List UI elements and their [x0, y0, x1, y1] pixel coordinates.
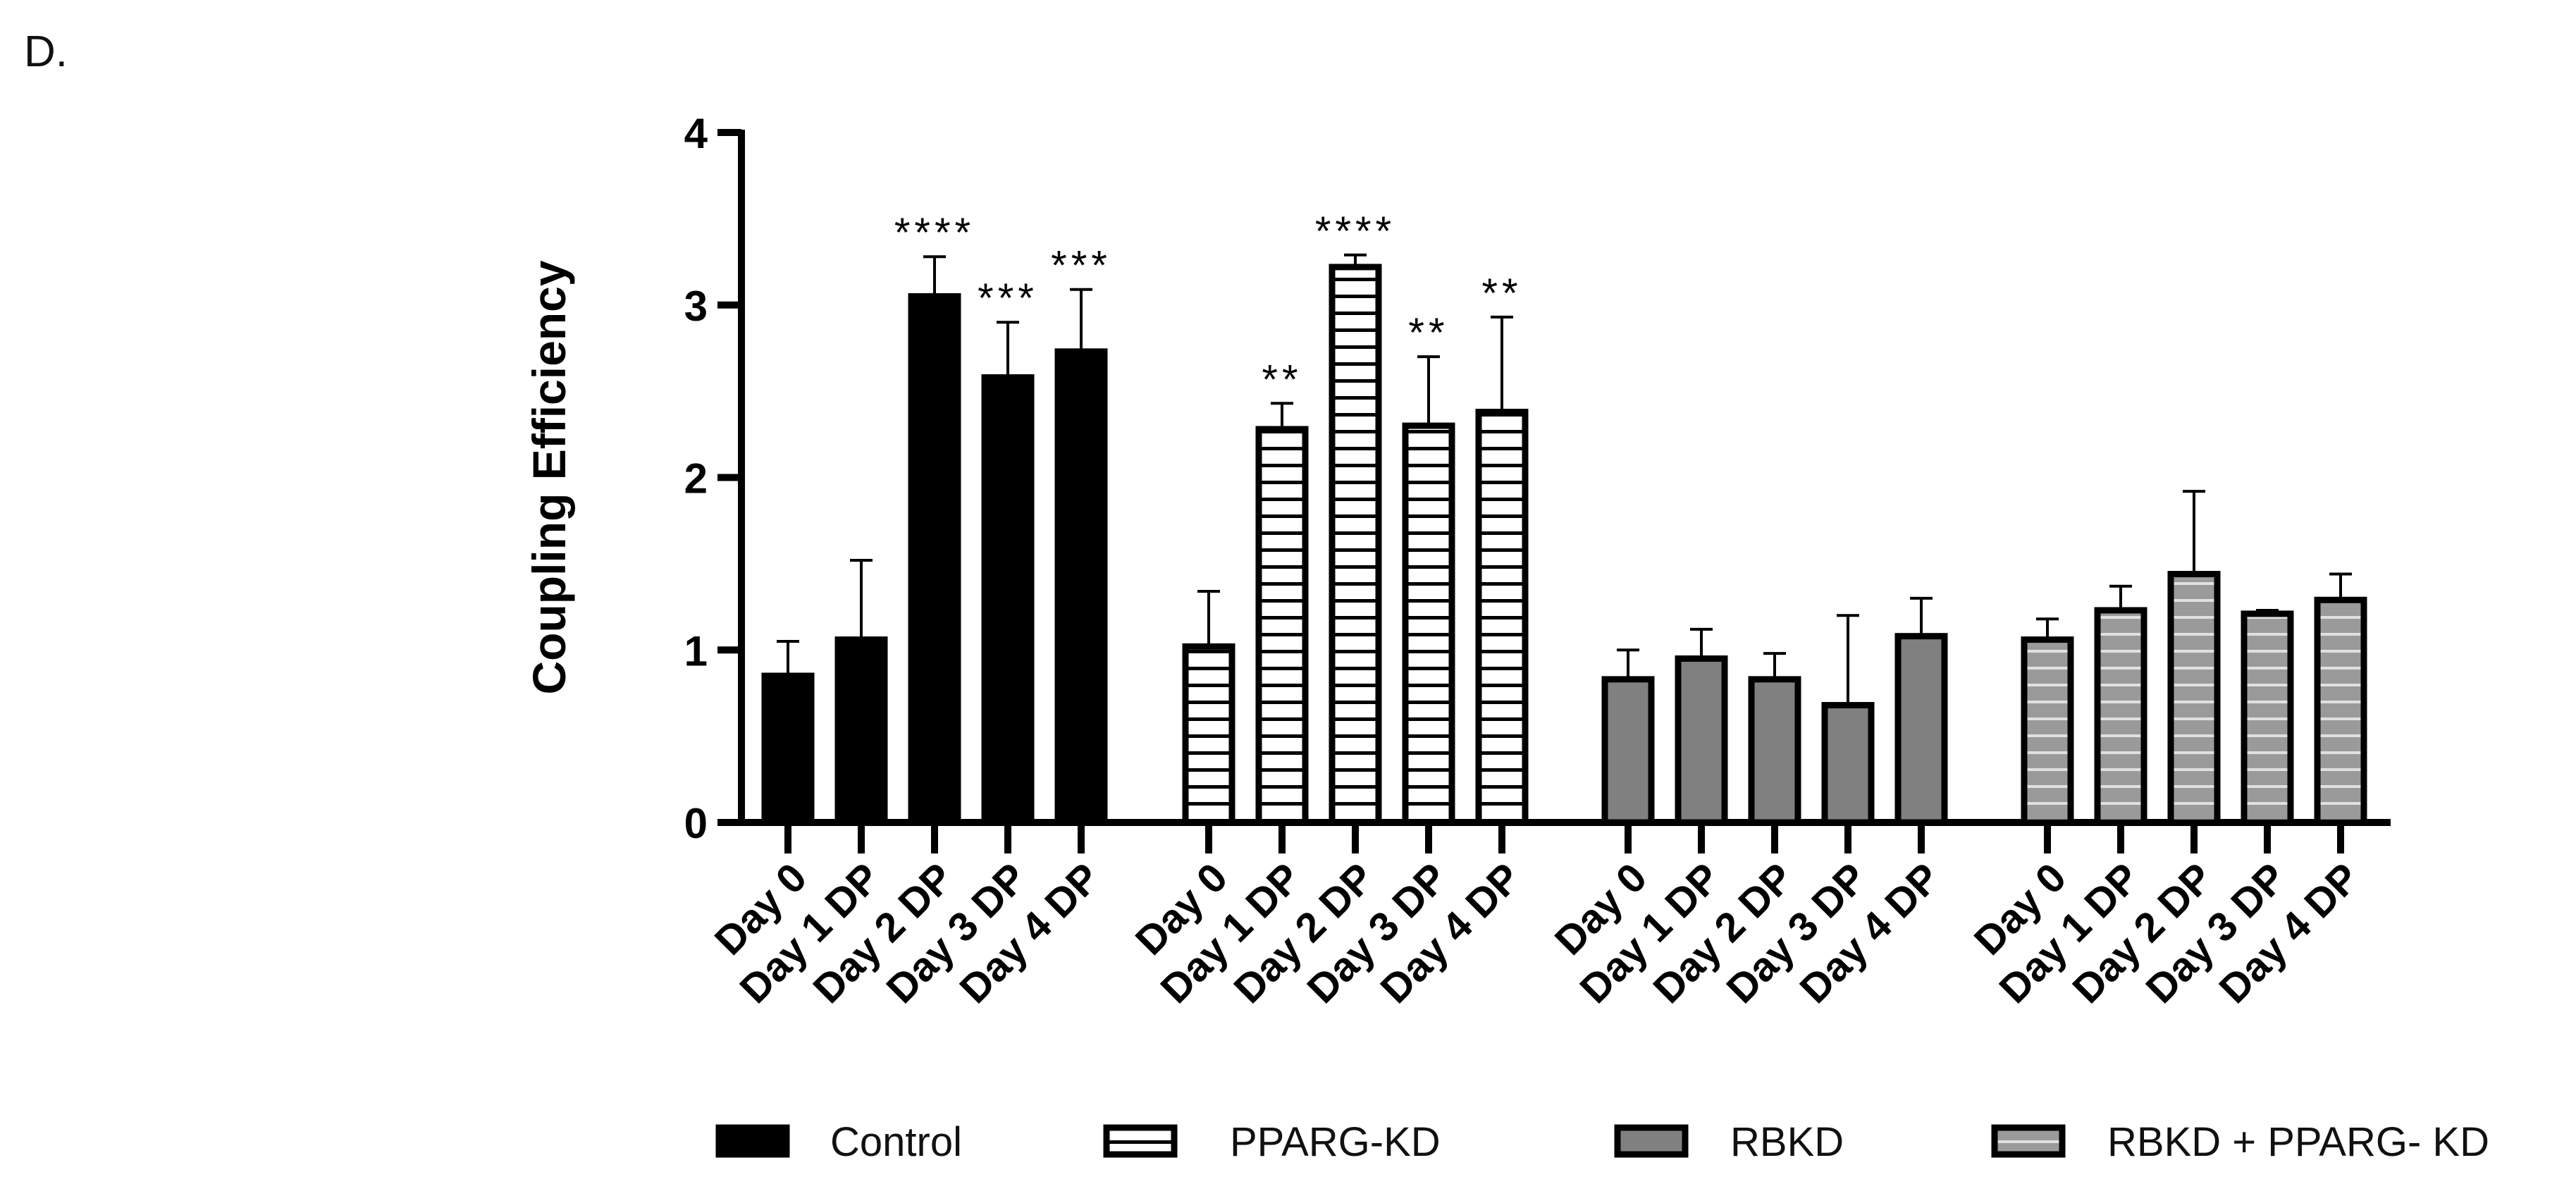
bar: [2094, 607, 2147, 826]
bar: [1054, 348, 1108, 826]
legend-swatch: [1991, 1124, 2066, 1158]
bar: [1601, 676, 1655, 826]
legend: Control PPARG-KD RBKD RBKD + PPARG- KD: [715, 1119, 2489, 1165]
y-tick-label: 2: [684, 455, 708, 503]
bar: [981, 374, 1035, 826]
significance-label: **: [1408, 310, 1448, 356]
legend-label: RBKD: [1730, 1119, 1844, 1165]
bar: [1821, 702, 1875, 826]
bar: [1475, 408, 1529, 826]
y-tick-label: 4: [684, 110, 708, 157]
legend-swatch: [1614, 1124, 1689, 1158]
bar: [2021, 636, 2074, 826]
bar: [2241, 610, 2294, 826]
significance-label: ****: [1315, 209, 1395, 254]
bar: [908, 293, 961, 826]
y-tick-label: 3: [684, 283, 708, 330]
y-tick-label: 0: [684, 800, 708, 847]
y-axis-title: Coupling Efficiency: [523, 260, 575, 694]
bars: [761, 253, 2367, 826]
bar: [1675, 655, 1728, 826]
significance-label: ***: [1051, 243, 1111, 289]
bar: [834, 636, 888, 826]
bar: [761, 672, 815, 826]
legend-label: PPARG-KD: [1230, 1119, 1441, 1165]
bar: [2314, 596, 2367, 826]
panel-label: D.: [24, 27, 68, 76]
bar: [2167, 571, 2221, 826]
legend-swatch: [715, 1124, 790, 1158]
bar: [1402, 422, 1455, 826]
legend-swatch: [1103, 1124, 1178, 1158]
bar: [1255, 426, 1309, 826]
bar: [1748, 676, 1801, 826]
bar: [1894, 633, 1948, 826]
y-tick-label: 1: [684, 627, 708, 674]
significance-label: ***: [978, 276, 1038, 321]
significance-label: **: [1262, 357, 1302, 402]
bar: [1329, 264, 1382, 826]
significance-label: **: [1481, 271, 1522, 316]
significance-label: ****: [894, 210, 975, 256]
legend-label: Control: [830, 1119, 962, 1165]
bar: [1182, 643, 1235, 826]
legend-label: RBKD + PPARG- KD: [2107, 1119, 2489, 1165]
